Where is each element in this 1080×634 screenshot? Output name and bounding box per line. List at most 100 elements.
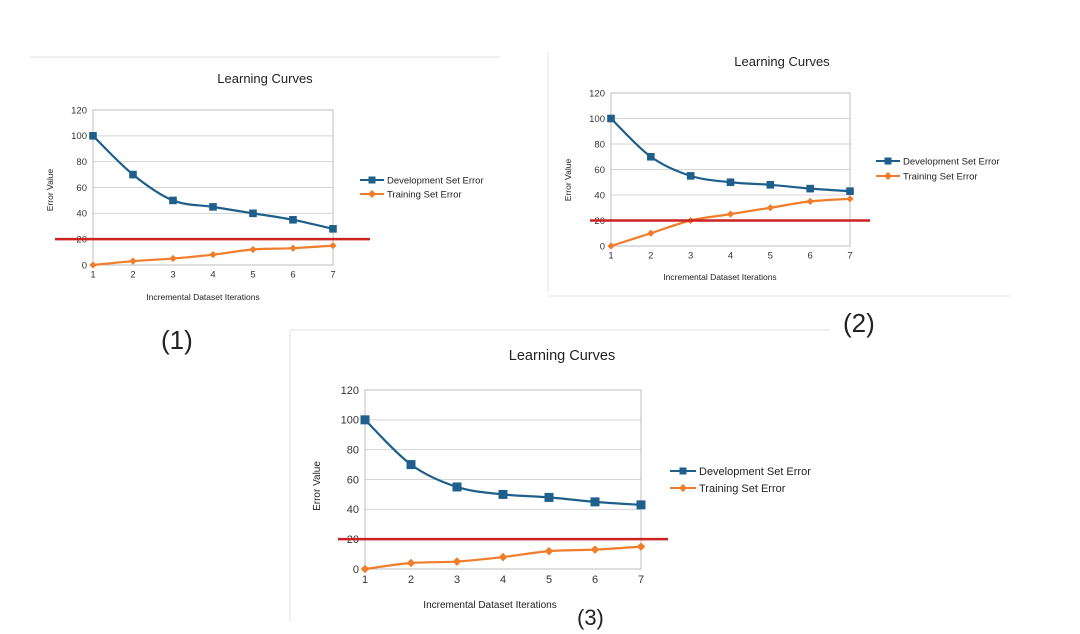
training-error-point [544,546,554,556]
development-error-point [806,184,814,193]
training-error-point [360,564,370,574]
x-tick-label: 6 [592,574,598,586]
plot-frame [364,389,642,570]
development-error-point [647,152,655,161]
training-error-line [610,197,851,248]
training-error-point [726,210,735,218]
x-tick-label: 7 [330,270,335,281]
panel-separators [30,52,1010,622]
y-tick-label: 0 [353,564,359,576]
legend-diamond-marker [679,484,687,492]
x-axis-label: Incremental Dataset Iterations [146,292,259,302]
y-tick-label: 80 [347,445,359,457]
x-axis-label: Incremental Dataset Iterations [663,272,776,282]
x-tick-label: 3 [170,270,175,281]
development-error-point [607,114,615,123]
x-tick-label: 2 [408,574,414,586]
x-tick-label: 4 [210,270,215,281]
y-axis-label: Error Value [312,461,323,511]
legend-diamond-marker [368,190,376,198]
development-error-point [590,497,600,507]
development-error-point [544,492,554,502]
legend-label: Training Set Error [903,171,978,182]
training-error-point [766,204,774,212]
training-error-point [406,558,416,568]
x-tick-label: 3 [454,574,460,586]
x-tick-label: 5 [250,270,255,281]
chart-panel-3: 0204060801001201234567Learning CurvesInc… [312,348,811,611]
training-error-point [647,229,655,237]
training-error-point [846,195,854,203]
y-tick-label: 100 [71,131,87,142]
y-tick-label: 60 [76,183,87,194]
legend-label: Development Set Error [387,175,484,186]
development-error-point [726,178,735,187]
development-error-point [169,196,177,205]
development-error-point [766,181,775,189]
x-tick-label: 3 [688,251,693,262]
x-tick-label: 1 [608,251,613,262]
development-error-point [209,203,217,211]
chart-panel-2: 0204060801001201234567Learning CurvesInc… [563,54,1000,282]
development-error-line [92,135,334,230]
y-axis-label: Error Value [45,169,55,212]
y-tick-label: 0 [82,260,87,271]
y-axis-label: Error Value [563,159,573,202]
development-error-point [498,489,508,499]
development-error-point [249,209,257,218]
x-tick-label: 4 [728,251,733,262]
y-tick-label: 100 [589,114,605,125]
development-error-point [406,460,416,470]
y-tick-label: 120 [341,385,359,397]
panel-label-3: (3) [577,605,604,630]
legend-label: Development Set Error [699,466,811,478]
development-error-point [686,172,695,180]
y-tick-label: 0 [600,241,605,252]
chart-title: Learning Curves [509,348,615,364]
training-error-point [209,251,217,259]
training-error-point [169,254,177,263]
development-error-point [452,482,462,492]
training-error-point [329,242,337,250]
y-tick-label: 40 [347,504,359,516]
y-tick-label: 40 [594,190,605,201]
panel-label-1: (1) [161,325,193,355]
y-tick-label: 120 [71,105,87,116]
training-error-point [806,197,814,205]
development-error-point [846,187,854,195]
x-tick-label: 1 [362,574,368,586]
y-tick-label: 100 [341,415,359,427]
training-error-point [249,245,257,254]
legend-label: Training Set Error [699,483,786,495]
x-tick-label: 2 [648,251,653,262]
y-tick-label: 40 [76,209,87,220]
development-error-point [636,500,646,510]
y-tick-label: 60 [347,474,359,486]
training-error-point [129,257,137,265]
y-tick-label: 80 [594,139,605,150]
chart-title: Learning Curves [217,71,313,86]
chart-panel-1: 0204060801001201234567Learning CurvesInc… [45,71,484,302]
x-tick-label: 1 [90,270,95,281]
x-tick-label: 5 [546,574,552,586]
x-tick-label: 7 [638,574,644,586]
x-tick-label: 6 [808,251,813,262]
legend-square-marker [884,157,892,165]
development-error-point [129,170,137,179]
training-error-point [498,552,508,562]
development-error-point [329,225,337,233]
development-error-point [360,415,370,425]
x-tick-label: 5 [768,251,773,262]
training-error-point [590,545,600,554]
x-tick-label: 6 [290,270,295,281]
y-tick-label: 60 [594,165,605,176]
legend-square-marker [679,467,687,475]
training-error-point [289,244,297,252]
training-error-point [452,557,462,566]
plot-frame [92,109,334,266]
development-error-point [89,132,97,140]
x-tick-label: 4 [500,574,506,586]
legend-square-marker [368,176,376,184]
x-tick-label: 7 [847,251,852,262]
